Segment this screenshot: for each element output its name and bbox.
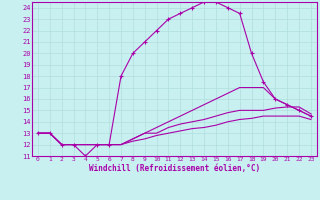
X-axis label: Windchill (Refroidissement éolien,°C): Windchill (Refroidissement éolien,°C): [89, 164, 260, 173]
